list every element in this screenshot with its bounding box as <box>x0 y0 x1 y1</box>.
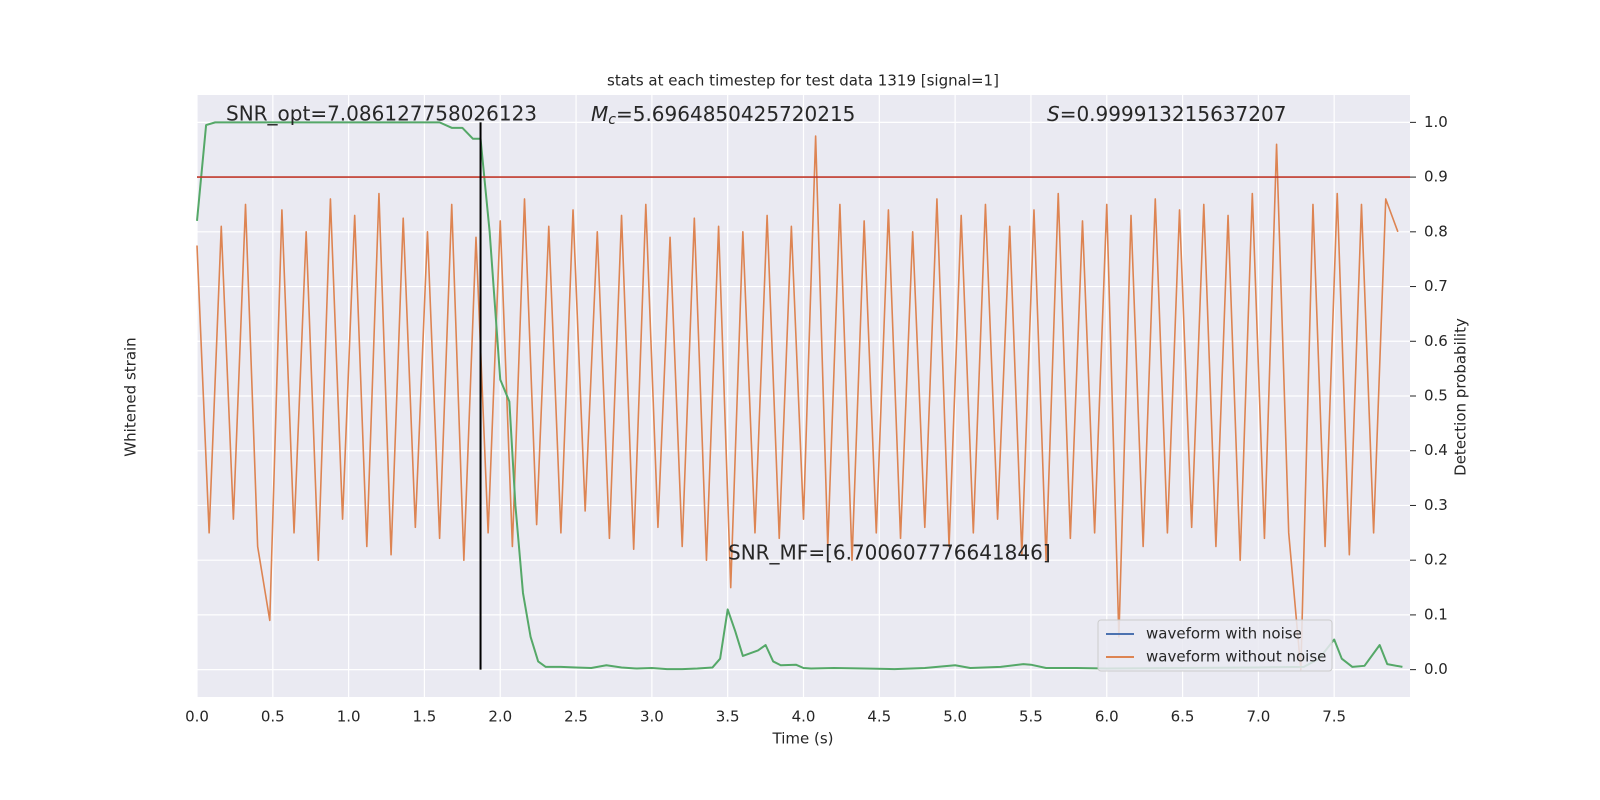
annotation-value: =0.999913215637207 <box>1060 102 1287 126</box>
y-axis-label: Whitened strain <box>122 337 140 456</box>
x-tick-label: 7.0 <box>1246 708 1270 726</box>
x-tick-label: 5.5 <box>1019 708 1043 726</box>
annotation: S=0.999913215637207 <box>1047 102 1286 126</box>
y2-tick-label: 0.3 <box>1424 496 1448 514</box>
series-line <box>196 135 1399 671</box>
x-tick-label: 2.0 <box>488 708 512 726</box>
annotation-symbol: M <box>591 102 608 126</box>
x-tick-label: 0.5 <box>261 708 285 726</box>
x-tick-label: 3.5 <box>716 708 740 726</box>
legend: waveform with noise waveform without nois… <box>1097 619 1333 672</box>
x-tick-label: 3.0 <box>640 708 664 726</box>
y2-tick-label: 1.0 <box>1424 113 1448 131</box>
x-tick-label: 4.5 <box>867 708 891 726</box>
x-tick-label: 7.5 <box>1322 708 1346 726</box>
x-axis-label: Time (s) <box>772 730 834 748</box>
y2-tick-label: 0.0 <box>1424 660 1448 678</box>
annotation-value: =5.6964850425720215 <box>616 102 855 126</box>
x-tick-label: 6.0 <box>1095 708 1119 726</box>
y2-axis-label: Detection probability <box>1452 318 1470 476</box>
x-tick-label: 4.0 <box>792 708 816 726</box>
y2-tick-label: 0.7 <box>1424 277 1448 295</box>
annotation-subscript: c <box>608 112 616 128</box>
y2-tick-label: 0.9 <box>1424 168 1448 186</box>
legend-label: waveform with noise <box>1146 625 1302 643</box>
y2-tick-label: 0.2 <box>1424 551 1448 569</box>
x-tick-label: 2.5 <box>564 708 588 726</box>
marks <box>196 121 1410 671</box>
y2-tick-label: 0.1 <box>1424 605 1448 623</box>
x-tick-label: 0.0 <box>185 708 209 726</box>
chart-title: stats at each timestep for test data 131… <box>607 72 999 90</box>
x-tick-label: 6.5 <box>1171 708 1195 726</box>
y2-tick-label: 0.4 <box>1424 441 1448 459</box>
annotation: Mc=5.6964850425720215 <box>591 102 855 129</box>
annotation-symbol: S <box>1047 102 1060 126</box>
y2-tick-label: 0.6 <box>1424 332 1448 350</box>
legend-box <box>1097 619 1333 672</box>
x-tick-label: 1.5 <box>413 708 437 726</box>
x-tick-label: 5.0 <box>943 708 967 726</box>
y2-tick-label: 0.5 <box>1424 387 1448 405</box>
annotation: SNR_MF=[6.700607776641846] <box>728 541 1051 565</box>
legend-label: waveform without noise <box>1146 648 1326 666</box>
annotation: SNR_opt=7.086127758026123 <box>226 102 537 126</box>
y2-tick-label: 0.8 <box>1424 222 1448 240</box>
x-tick-label: 1.0 <box>337 708 361 726</box>
